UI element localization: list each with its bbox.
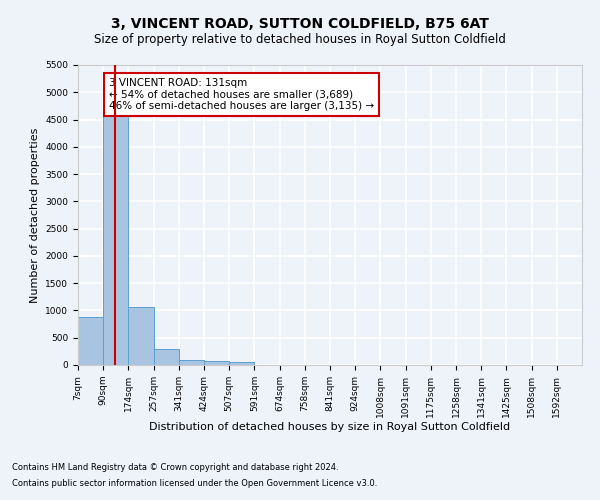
Bar <box>78 317 103 365</box>
Bar <box>179 360 204 365</box>
X-axis label: Distribution of detached houses by size in Royal Sutton Coldfield: Distribution of detached houses by size … <box>149 422 511 432</box>
Text: Size of property relative to detached houses in Royal Sutton Coldfield: Size of property relative to detached ho… <box>94 32 506 46</box>
Bar <box>103 116 128 365</box>
Bar <box>154 349 179 365</box>
Text: Contains HM Land Registry data © Crown copyright and database right 2024.: Contains HM Land Registry data © Crown c… <box>12 464 338 472</box>
Text: 3 VINCENT ROAD: 131sqm
← 54% of detached houses are smaller (3,689)
46% of semi-: 3 VINCENT ROAD: 131sqm ← 54% of detached… <box>109 78 374 112</box>
Bar <box>204 360 229 365</box>
Y-axis label: Number of detached properties: Number of detached properties <box>30 128 40 302</box>
Text: Contains public sector information licensed under the Open Government Licence v3: Contains public sector information licen… <box>12 478 377 488</box>
Text: 3, VINCENT ROAD, SUTTON COLDFIELD, B75 6AT: 3, VINCENT ROAD, SUTTON COLDFIELD, B75 6… <box>111 18 489 32</box>
Bar <box>229 362 254 365</box>
Bar <box>128 307 154 365</box>
